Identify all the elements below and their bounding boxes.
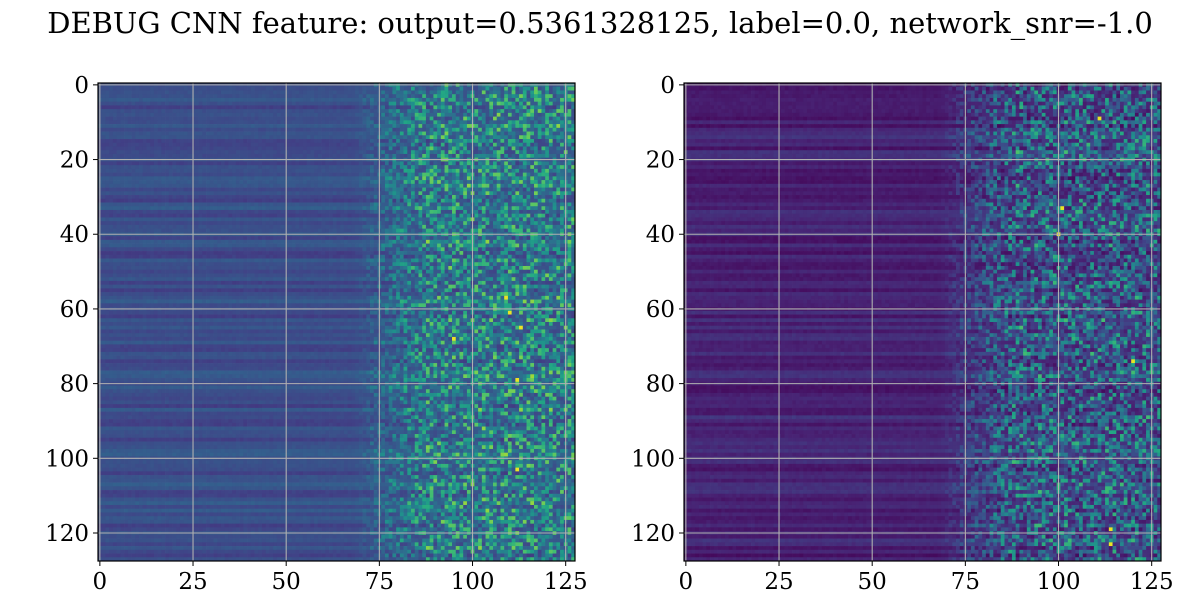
heatmap-panel-left: 0 25 50 75 100 125 0 20 40 60 80 100 120 bbox=[45, 73, 588, 595]
x-tick-label: 100 bbox=[451, 569, 495, 595]
y-tick-label: 20 bbox=[646, 148, 675, 174]
x-tick-label: 0 bbox=[679, 569, 694, 595]
x-tick-label: 50 bbox=[272, 569, 301, 595]
y-tick-label: 40 bbox=[646, 222, 675, 248]
x-tick-label: 50 bbox=[858, 569, 887, 595]
y-tick-label: 100 bbox=[45, 446, 89, 472]
figure-title: DEBUG CNN feature: output=0.5361328125, … bbox=[0, 6, 1200, 40]
axes-frame bbox=[97, 82, 576, 562]
y-tick-label: 60 bbox=[60, 297, 89, 323]
y-tick-label: 0 bbox=[660, 73, 675, 99]
x-tick-label: 25 bbox=[764, 569, 793, 595]
x-tick-label: 125 bbox=[1130, 569, 1174, 595]
x-tick-label: 0 bbox=[93, 569, 108, 595]
axes-frame bbox=[683, 82, 1162, 562]
y-tick-label: 20 bbox=[60, 148, 89, 174]
x-tick-label: 100 bbox=[1037, 569, 1081, 595]
y-tick-label: 40 bbox=[60, 222, 89, 248]
heatmap-image bbox=[684, 83, 1162, 562]
grid-lines bbox=[98, 83, 575, 561]
y-tick-label: 120 bbox=[45, 521, 89, 547]
heatmap-image bbox=[98, 83, 576, 562]
x-tick-label: 25 bbox=[178, 569, 207, 595]
y-tick-label: 60 bbox=[646, 297, 675, 323]
x-tick-label: 125 bbox=[544, 569, 588, 595]
y-tick-label: 80 bbox=[60, 372, 89, 398]
y-tick-label: 80 bbox=[646, 372, 675, 398]
y-tick-label: 100 bbox=[631, 446, 675, 472]
grid-lines bbox=[684, 83, 1161, 561]
heatmap-panel-right: 0 25 50 75 100 125 0 20 40 60 80 100 120 bbox=[631, 73, 1174, 595]
x-tick-label: 75 bbox=[365, 569, 394, 595]
y-tick-label: 0 bbox=[74, 73, 89, 99]
y-tick-label: 120 bbox=[631, 521, 675, 547]
x-tick-label: 75 bbox=[951, 569, 980, 595]
